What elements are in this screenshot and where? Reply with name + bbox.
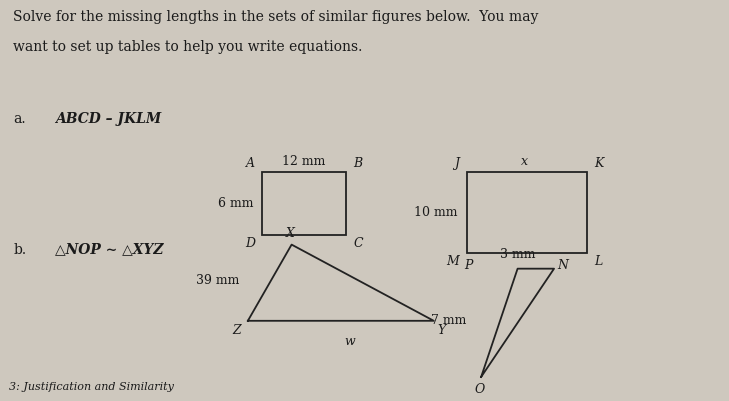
- Text: 7 mm: 7 mm: [431, 314, 467, 327]
- Text: O: O: [475, 383, 485, 396]
- Text: M: M: [447, 255, 459, 267]
- Text: 12 mm: 12 mm: [281, 155, 325, 168]
- Text: P: P: [464, 259, 472, 272]
- Text: C: C: [354, 237, 363, 249]
- Bar: [467, 172, 587, 253]
- Text: 10 mm: 10 mm: [414, 206, 458, 219]
- Text: X: X: [286, 227, 295, 240]
- Text: 3: Justification and Similarity: 3: Justification and Similarity: [9, 382, 174, 392]
- Text: D: D: [245, 237, 255, 249]
- Text: B: B: [354, 158, 363, 170]
- Text: K: K: [594, 158, 604, 170]
- Text: Y: Y: [437, 324, 445, 337]
- Text: Z: Z: [232, 324, 241, 337]
- Bar: [262, 172, 346, 235]
- Text: x: x: [521, 155, 529, 168]
- Text: ABCD – JKLM: ABCD – JKLM: [55, 112, 161, 126]
- Text: J: J: [454, 158, 459, 170]
- Text: △NOP ∼ △XYZ: △NOP ∼ △XYZ: [55, 243, 163, 257]
- Text: w: w: [345, 335, 355, 348]
- Text: N: N: [557, 259, 568, 272]
- Text: L: L: [594, 255, 602, 267]
- Text: 6 mm: 6 mm: [218, 197, 254, 210]
- Text: A: A: [246, 158, 255, 170]
- Text: want to set up tables to help you write equations.: want to set up tables to help you write …: [13, 40, 362, 54]
- Text: 39 mm: 39 mm: [196, 274, 239, 287]
- Text: Solve for the missing lengths in the sets of similar figures below.  You may: Solve for the missing lengths in the set…: [13, 10, 539, 24]
- Text: a.: a.: [13, 112, 26, 126]
- Text: b.: b.: [13, 243, 26, 257]
- Text: 3 mm: 3 mm: [500, 249, 535, 261]
